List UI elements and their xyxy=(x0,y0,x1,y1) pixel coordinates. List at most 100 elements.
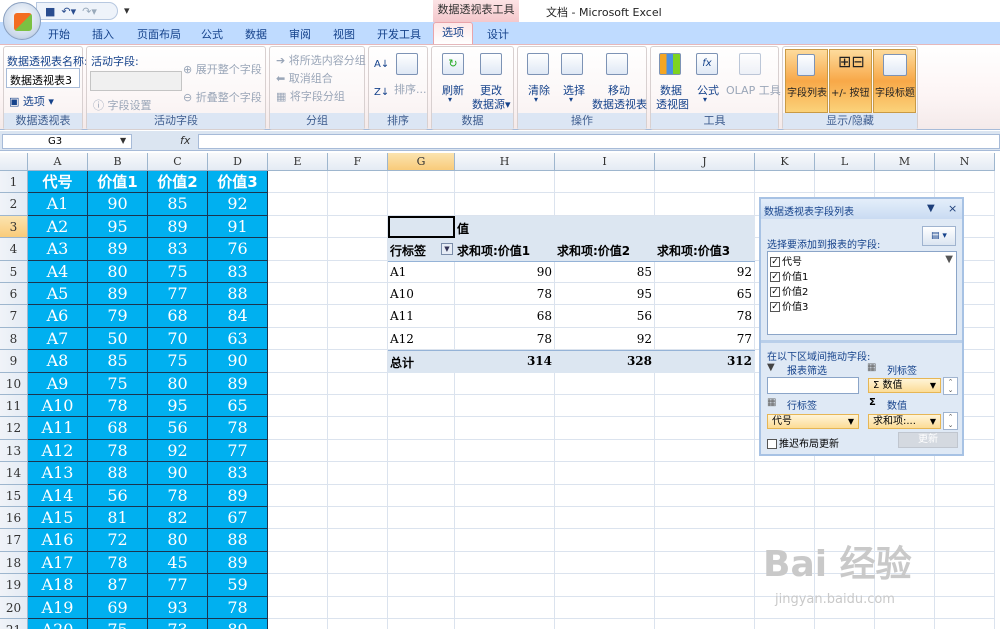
table-cell[interactable]: A1 xyxy=(28,193,88,216)
formula-icon[interactable]: fx xyxy=(696,53,718,75)
table-cell[interactable]: A8 xyxy=(28,350,88,373)
row-header-11[interactable]: 11 xyxy=(0,395,28,418)
cell[interactable] xyxy=(655,395,755,418)
cell[interactable] xyxy=(388,372,455,395)
move-pivot-label-1[interactable]: 移动 xyxy=(608,84,630,97)
cell[interactable] xyxy=(555,596,655,619)
cell[interactable] xyxy=(388,327,455,351)
field-settings-button[interactable]: ⓘ 字段设置 xyxy=(93,99,152,112)
cell[interactable] xyxy=(268,574,328,597)
cell[interactable] xyxy=(388,551,455,575)
field-list-button[interactable]: 字段列表 xyxy=(785,49,828,113)
table-cell[interactable]: 90 xyxy=(208,350,268,373)
cell[interactable] xyxy=(935,350,995,373)
cell[interactable] xyxy=(388,171,455,194)
tab-home[interactable]: 开始 xyxy=(48,28,70,41)
table-cell[interactable]: 85 xyxy=(148,193,208,216)
close-icon[interactable]: × xyxy=(948,202,958,215)
cell[interactable] xyxy=(935,507,995,530)
cell[interactable] xyxy=(875,574,935,597)
field-checkbox-0[interactable]: ✓ 代号 xyxy=(770,253,802,268)
table-cell[interactable]: 92 xyxy=(208,193,268,216)
cell[interactable] xyxy=(268,305,328,328)
group-selection-button[interactable]: ➔ 将所选内容分组 xyxy=(276,54,366,67)
refresh-icon[interactable]: ↻ xyxy=(442,53,464,75)
undo-icon[interactable]: ↶▾ xyxy=(61,4,77,18)
column-header-H[interactable]: H xyxy=(455,153,555,171)
table-cell[interactable]: 82 xyxy=(148,507,208,530)
pivot-value-cell[interactable]: 68 xyxy=(536,309,552,324)
tab-review[interactable]: 审阅 xyxy=(289,28,311,41)
cell[interactable] xyxy=(755,551,815,575)
cell[interactable] xyxy=(328,350,388,373)
cell[interactable] xyxy=(655,507,755,530)
row-header-3[interactable]: 3 xyxy=(0,215,28,239)
field-headers-button[interactable]: 字段标题 xyxy=(873,49,916,113)
table-cell[interactable]: 69 xyxy=(88,596,148,619)
table-cell[interactable]: 88 xyxy=(208,529,268,552)
cell[interactable] xyxy=(555,417,655,440)
table-cell[interactable]: 78 xyxy=(88,439,148,463)
formulas-dropdown-icon[interactable]: ▾ xyxy=(703,95,708,104)
cell[interactable] xyxy=(935,417,995,440)
table-cell[interactable]: 92 xyxy=(148,439,208,463)
select-button[interactable]: 选择 xyxy=(563,84,585,97)
cell[interactable] xyxy=(935,215,995,239)
pivot-chart-button[interactable]: 透视图 xyxy=(656,98,689,111)
row-header-14[interactable]: 14 xyxy=(0,462,28,485)
table-cell[interactable]: 89 xyxy=(88,283,148,306)
select-icon[interactable] xyxy=(561,53,583,75)
column-header-C[interactable]: C xyxy=(148,153,208,171)
cell[interactable] xyxy=(328,372,388,395)
cell[interactable] xyxy=(555,551,655,575)
cell[interactable] xyxy=(268,439,328,463)
cell[interactable] xyxy=(268,529,328,552)
table-cell[interactable]: 84 xyxy=(208,305,268,328)
move-pivot-button[interactable]: 数据透视表 xyxy=(592,98,647,111)
cell[interactable] xyxy=(935,327,995,351)
pivot-column-header[interactable]: 求和项:价值1 xyxy=(457,244,531,259)
cell[interactable] xyxy=(755,484,815,507)
table-cell[interactable]: 76 xyxy=(208,238,268,261)
olap-icon[interactable] xyxy=(739,53,761,75)
column-header-N[interactable]: N xyxy=(935,153,995,171)
pivot-chart-label-1[interactable]: 数据 xyxy=(660,84,682,97)
cell[interactable] xyxy=(935,619,995,629)
cell[interactable] xyxy=(268,171,328,194)
cell[interactable] xyxy=(268,260,328,283)
cell[interactable] xyxy=(388,305,455,328)
row-header-4[interactable]: 4 xyxy=(0,238,28,261)
cell[interactable] xyxy=(935,283,995,306)
cell[interactable] xyxy=(328,283,388,306)
cell[interactable] xyxy=(455,171,555,194)
table-cell[interactable]: 90 xyxy=(88,193,148,216)
row-header-12[interactable]: 12 xyxy=(0,417,28,440)
cell[interactable] xyxy=(268,417,328,440)
tab-options[interactable]: 选项 xyxy=(433,22,473,44)
table-cell[interactable]: 77 xyxy=(148,283,208,306)
cell[interactable] xyxy=(455,260,555,283)
field-checkbox-1[interactable]: ✓ 价值1 xyxy=(770,268,808,283)
cell[interactable] xyxy=(268,350,328,373)
cell[interactable] xyxy=(455,551,555,575)
table-header-cell[interactable]: 代号 xyxy=(28,171,88,194)
cell[interactable] xyxy=(328,529,388,552)
cell[interactable] xyxy=(328,439,388,463)
cell[interactable] xyxy=(815,171,875,194)
table-cell[interactable]: 73 xyxy=(148,619,208,629)
row-header-20[interactable]: 20 xyxy=(0,596,28,619)
cell[interactable] xyxy=(328,574,388,597)
column-header-B[interactable]: B xyxy=(88,153,148,171)
pivot-value-cell[interactable]: 78 xyxy=(736,309,752,324)
select-dropdown-icon[interactable]: ▾ xyxy=(569,95,574,104)
table-cell[interactable]: A11 xyxy=(28,417,88,440)
column-header-F[interactable]: F xyxy=(328,153,388,171)
cell[interactable] xyxy=(388,507,455,530)
cell[interactable] xyxy=(455,619,555,629)
cell[interactable] xyxy=(455,305,555,328)
cell[interactable] xyxy=(815,619,875,629)
cell[interactable] xyxy=(268,395,328,418)
cell[interactable] xyxy=(755,574,815,597)
cell[interactable] xyxy=(268,551,328,575)
cell[interactable] xyxy=(455,372,555,395)
